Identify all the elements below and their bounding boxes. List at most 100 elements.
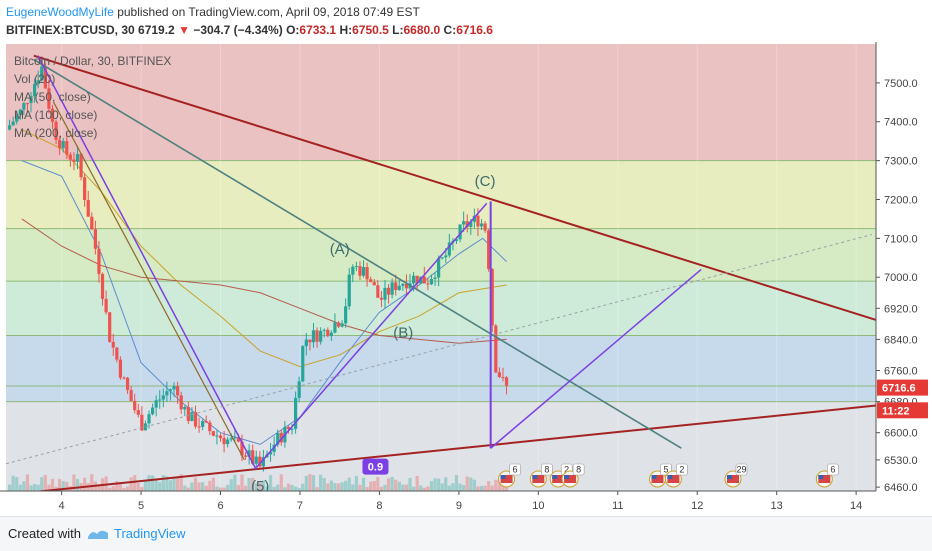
candle-body-0 [7, 125, 12, 130]
trendline-lower-support[interactable] [5, 404, 877, 496]
event-marker-3[interactable]: 8 [561, 463, 585, 488]
volume-bar-108 [394, 479, 398, 491]
last-price: 6719.2 [138, 23, 175, 37]
volume-bar-79 [290, 484, 294, 491]
candle-body-99 [361, 267, 366, 276]
close-label: C: [443, 23, 457, 37]
candle-body-125 [454, 239, 459, 241]
down-arrow-icon: ▼ [178, 23, 190, 37]
candle-body-46 [172, 386, 176, 390]
volume-bar-41 [154, 478, 158, 491]
candle-body-134 [487, 230, 491, 270]
trendline-abc-wave-up[interactable] [255, 202, 488, 469]
time-tick-label-8: 12 [691, 500, 703, 512]
volume-bar-117 [426, 486, 430, 491]
trendlines[interactable] [5, 54, 877, 496]
candle-body-132 [479, 223, 484, 227]
price-tag-bg-1 [877, 402, 928, 419]
event-marker-5[interactable]: 2 [664, 463, 688, 488]
candle-body-23 [90, 216, 94, 230]
candle-body-94 [344, 306, 348, 324]
candle-body-116 [422, 276, 426, 284]
candle-body-32 [122, 377, 126, 379]
trendline-descending-channel[interactable] [33, 58, 682, 449]
candle-body-64 [236, 437, 240, 442]
event-marker-6[interactable]: 29 [724, 463, 748, 488]
volume-bar-0 [7, 484, 12, 491]
low-value: 6680.0 [403, 23, 441, 37]
candle-body-107 [390, 282, 394, 295]
candle-body-33 [125, 377, 130, 390]
event-marker-2[interactable]: 2 [549, 463, 573, 488]
trendline-left-drop-2[interactable] [53, 102, 245, 461]
tradingview-link[interactable]: TradingView [114, 526, 186, 541]
candle-body-66 [243, 455, 248, 457]
volume-bar-113 [411, 486, 416, 491]
ohlc-line: BITFINEX:BTCUSD, 30 6719.2 ▼ −304.7 (−4.… [6, 23, 493, 37]
event-marker-0[interactable]: 6 [498, 463, 521, 488]
volume-bar-47 [176, 477, 180, 491]
candle-body-21 [83, 177, 87, 201]
candle-body-113 [411, 275, 416, 284]
trendline-left-drop[interactable] [37, 55, 257, 470]
event-marker-7[interactable]: 6 [815, 463, 839, 488]
volume-bar-73 [268, 475, 273, 491]
candle-body-137 [497, 372, 501, 378]
candle-body-136 [494, 325, 498, 373]
time-tick-label-1: 5 [138, 500, 144, 512]
candle-body-95 [347, 274, 351, 307]
candle-body-26 [100, 273, 105, 299]
candle-body-42 [158, 399, 162, 401]
event-markers[interactable]: 6 8 2 8 5 2 29 6 [498, 463, 839, 488]
volume-bar-116 [422, 487, 426, 491]
volume-bar-80 [294, 486, 298, 491]
volume-bar-110 [401, 484, 405, 491]
candle-body-84 [308, 339, 312, 343]
candle-body-19 [75, 153, 80, 162]
candle-body-45 [168, 389, 173, 392]
flag-canton-icon [651, 475, 657, 479]
volume-bar-61 [226, 484, 230, 491]
volume-bar-70 [258, 482, 262, 491]
price-chart[interactable]: (A)(B)(C)(5)0.9 6 8 2 8 5 2 29 6 6460.06530.066… [0, 42, 932, 516]
chart-header: EugeneWoodMyLife published on TradingVie… [0, 0, 932, 42]
candle-body-49 [183, 406, 187, 410]
chart-legend: Bitcoin / Dollar, 30, BITFINEX Vol (20) … [14, 54, 171, 140]
trendline-dotted-trend[interactable] [5, 233, 873, 465]
volume-bar-85 [311, 475, 316, 491]
event-count-badge [735, 463, 748, 476]
candle-body-14 [58, 139, 62, 149]
candle-body-69 [254, 456, 258, 464]
event-marker-1[interactable]: 8 [529, 463, 553, 488]
flag-stripe-icon [651, 475, 664, 483]
volume-bar-55 [204, 485, 208, 491]
volume-bar-74 [272, 486, 276, 491]
trendline-upper-resistance[interactable] [33, 54, 877, 321]
trendline-target-rise[interactable] [490, 268, 702, 449]
candle-body-135 [490, 269, 494, 326]
symbol-label: BITFINEX:BTCUSD, 30 [6, 23, 135, 37]
volume-bar-15 [61, 481, 65, 491]
price-tick-label-0: 6460.0 [884, 482, 918, 494]
candle-body-96 [351, 266, 355, 275]
event-count-badge [827, 463, 839, 476]
legend-item-ma200: MA (200, close) [14, 126, 97, 140]
candle-body-109 [397, 285, 401, 290]
volume-bar-112 [408, 477, 412, 491]
candle-body-36 [136, 410, 140, 415]
author-link[interactable]: EugeneWoodMyLife [6, 5, 114, 19]
candle-body-80 [294, 397, 298, 429]
candle-body-83 [304, 339, 308, 347]
candle-body-121 [440, 257, 444, 259]
volume-bar-28 [108, 487, 112, 491]
candle-body-4 [22, 103, 26, 110]
volume-bar-136 [494, 479, 498, 491]
volume-bar-111 [404, 484, 409, 491]
candle-body-25 [97, 248, 101, 274]
volume-bar-69 [254, 483, 258, 491]
candle-body-47 [176, 386, 180, 396]
price-tag-bg-0 [877, 379, 928, 396]
ratio-label: 0.9 [368, 462, 383, 474]
volume-bar-76 [279, 474, 283, 491]
volume-bar-46 [172, 477, 176, 491]
